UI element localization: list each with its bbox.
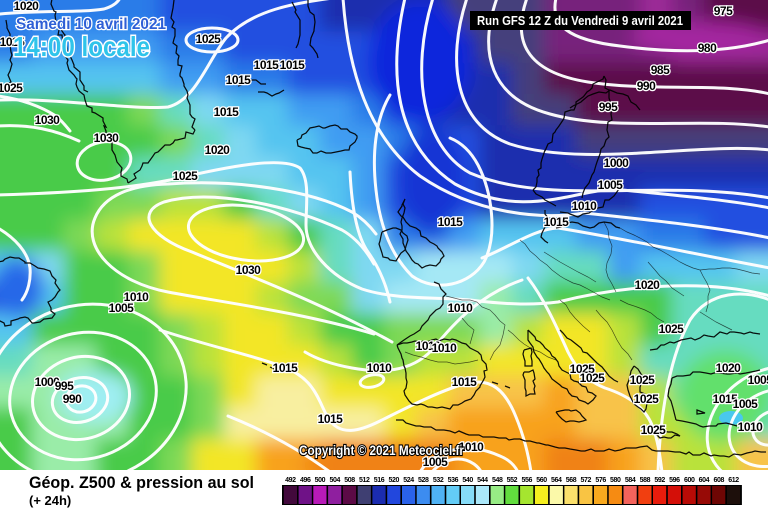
svg-text:504: 504	[329, 477, 340, 484]
svg-text:1030: 1030	[94, 131, 120, 145]
svg-text:1015: 1015	[713, 392, 739, 406]
svg-text:584: 584	[625, 477, 636, 484]
svg-text:1010: 1010	[124, 290, 150, 304]
svg-text:1025: 1025	[196, 32, 222, 46]
svg-text:1025: 1025	[630, 373, 656, 387]
svg-text:572: 572	[581, 477, 592, 484]
svg-text:(+ 24h): (+ 24h)	[29, 493, 71, 508]
svg-text:508: 508	[344, 477, 355, 484]
svg-text:1015: 1015	[254, 58, 280, 72]
svg-text:1005: 1005	[598, 178, 624, 192]
svg-text:1010: 1010	[738, 420, 764, 434]
svg-text:1005: 1005	[109, 301, 135, 315]
svg-text:Copyright © 2021 Meteociel.fr: Copyright © 2021 Meteociel.fr	[299, 443, 465, 458]
svg-text:524: 524	[403, 477, 414, 484]
svg-text:1010: 1010	[448, 301, 474, 315]
svg-text:612: 612	[728, 477, 739, 484]
svg-text:1010: 1010	[459, 440, 485, 454]
svg-text:995: 995	[55, 379, 74, 393]
svg-text:Run GFS 12 Z du Vendredi 9 avr: Run GFS 12 Z du Vendredi 9 avril 2021	[477, 13, 683, 28]
svg-text:1015: 1015	[438, 215, 464, 229]
svg-text:1025: 1025	[641, 423, 667, 437]
svg-text:1015: 1015	[544, 215, 570, 229]
svg-text:1025: 1025	[0, 81, 23, 95]
svg-text:1015: 1015	[452, 375, 478, 389]
svg-text:1000: 1000	[604, 156, 630, 170]
svg-text:548: 548	[492, 477, 503, 484]
svg-text:512: 512	[359, 477, 370, 484]
svg-text:1025: 1025	[580, 371, 606, 385]
svg-text:568: 568	[566, 477, 577, 484]
svg-text:1020: 1020	[635, 278, 661, 292]
svg-text:1005: 1005	[733, 397, 759, 411]
svg-text:990: 990	[637, 79, 656, 93]
svg-text:990: 990	[63, 392, 82, 406]
svg-text:592: 592	[654, 477, 665, 484]
svg-text:Géop. Z500 & pression au sol: Géop. Z500 & pression au sol	[29, 473, 254, 492]
svg-text:1015: 1015	[273, 361, 299, 375]
svg-text:1025: 1025	[634, 392, 660, 406]
svg-text:576: 576	[595, 477, 606, 484]
svg-text:1015: 1015	[214, 105, 240, 119]
svg-text:588: 588	[640, 477, 651, 484]
svg-text:560: 560	[536, 477, 547, 484]
svg-text:492: 492	[285, 477, 296, 484]
svg-text:580: 580	[610, 477, 621, 484]
svg-text:528: 528	[418, 477, 429, 484]
svg-text:1015: 1015	[318, 412, 344, 426]
svg-text:1005: 1005	[423, 455, 449, 469]
svg-text:1010: 1010	[367, 361, 393, 375]
svg-text:Samedi 10 avril 2021: Samedi 10 avril 2021	[16, 16, 166, 33]
svg-text:1025: 1025	[0, 35, 25, 49]
svg-text:556: 556	[521, 477, 532, 484]
svg-text:1005: 1005	[748, 373, 768, 387]
svg-text:608: 608	[713, 477, 724, 484]
svg-text:975: 975	[714, 4, 733, 18]
svg-text:564: 564	[551, 477, 562, 484]
svg-text:516: 516	[374, 477, 385, 484]
svg-text:604: 604	[699, 477, 710, 484]
svg-text:496: 496	[300, 477, 311, 484]
svg-text:980: 980	[698, 41, 717, 55]
svg-text:1030: 1030	[236, 263, 262, 277]
svg-text:1020: 1020	[716, 361, 742, 375]
svg-text:532: 532	[433, 477, 444, 484]
svg-text:544: 544	[477, 477, 488, 484]
svg-text:600: 600	[684, 477, 695, 484]
svg-text:1025: 1025	[570, 362, 596, 376]
svg-text:14:00 locale: 14:00 locale	[13, 31, 150, 62]
svg-text:1010: 1010	[572, 199, 598, 213]
svg-text:536: 536	[448, 477, 459, 484]
svg-text:985: 985	[651, 63, 670, 77]
svg-text:1025: 1025	[659, 322, 685, 336]
svg-text:1030: 1030	[35, 113, 61, 127]
svg-text:1010: 1010	[432, 341, 458, 355]
svg-text:552: 552	[507, 477, 518, 484]
svg-text:1000: 1000	[35, 375, 61, 389]
svg-text:1010: 1010	[416, 339, 442, 353]
svg-text:596: 596	[669, 477, 680, 484]
svg-text:520: 520	[389, 477, 400, 484]
svg-text:1020: 1020	[14, 0, 40, 13]
svg-text:1020: 1020	[205, 143, 231, 157]
svg-text:1015: 1015	[226, 73, 252, 87]
svg-text:995: 995	[599, 100, 618, 114]
svg-text:540: 540	[462, 477, 473, 484]
svg-text:1015: 1015	[280, 58, 306, 72]
svg-text:1025: 1025	[173, 169, 199, 183]
svg-text:500: 500	[315, 477, 326, 484]
